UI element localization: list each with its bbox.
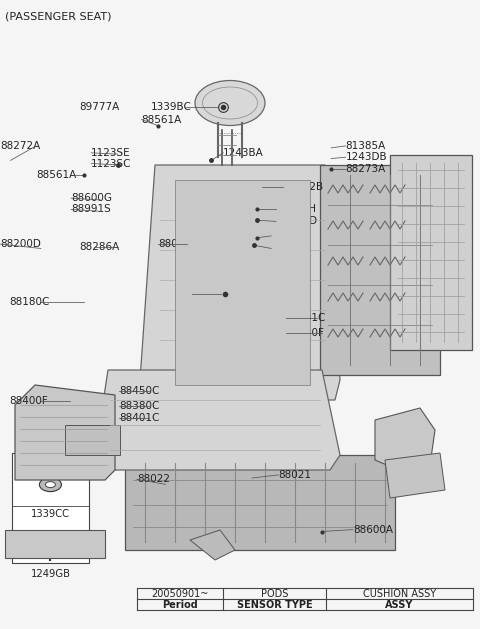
Text: 88600A: 88600A: [353, 525, 393, 535]
Bar: [5, 530, 105, 558]
Bar: [65, 425, 120, 455]
Text: 1339BC: 1339BC: [151, 102, 192, 112]
Text: 89777A: 89777A: [79, 102, 120, 112]
Text: 88272A: 88272A: [0, 141, 40, 151]
Text: 88600G: 88600G: [71, 193, 112, 203]
Text: 88200D: 88200D: [0, 239, 41, 249]
Polygon shape: [95, 370, 340, 470]
Text: 1125KH: 1125KH: [276, 204, 317, 214]
Text: 1123SE: 1123SE: [91, 148, 131, 158]
Polygon shape: [190, 530, 235, 560]
Text: 88401C: 88401C: [119, 413, 159, 423]
Text: 1243BA: 1243BA: [223, 148, 264, 158]
Ellipse shape: [39, 477, 61, 492]
Text: 88273A: 88273A: [346, 164, 386, 174]
Text: ASSY: ASSY: [385, 599, 414, 610]
Text: 1461CE: 1461CE: [192, 289, 232, 299]
Polygon shape: [375, 408, 435, 475]
Text: 88052B: 88052B: [283, 182, 324, 192]
Ellipse shape: [46, 482, 55, 487]
Text: 81385A: 81385A: [346, 141, 386, 151]
Text: 88400F: 88400F: [10, 396, 48, 406]
Text: 1123SC: 1123SC: [91, 159, 132, 169]
Text: 88561A: 88561A: [142, 114, 182, 125]
Text: 88561A: 88561A: [36, 170, 76, 180]
Text: 88022: 88022: [137, 474, 170, 484]
Text: SENSOR TYPE: SENSOR TYPE: [237, 599, 312, 610]
Text: 1339CC: 1339CC: [31, 509, 70, 519]
Ellipse shape: [195, 81, 265, 126]
Text: 1125KH: 1125KH: [271, 231, 312, 241]
Text: CUSHION ASSY: CUSHION ASSY: [363, 589, 436, 599]
Text: 88991S: 88991S: [71, 204, 111, 214]
Text: 88567D: 88567D: [276, 216, 317, 226]
Bar: [390, 155, 472, 350]
Polygon shape: [385, 453, 445, 498]
Text: 1243DB: 1243DB: [346, 152, 387, 162]
Text: 88566: 88566: [271, 243, 304, 253]
Text: 88180C: 88180C: [10, 297, 50, 307]
Text: PODS: PODS: [261, 589, 288, 599]
Polygon shape: [15, 385, 115, 480]
Text: 88401C: 88401C: [286, 313, 326, 323]
Text: 88920F: 88920F: [286, 328, 324, 338]
Text: 88062B: 88062B: [158, 239, 199, 249]
Bar: [12, 453, 89, 563]
Text: 88286A: 88286A: [79, 242, 120, 252]
Text: 20050901~: 20050901~: [151, 589, 209, 599]
Polygon shape: [140, 165, 340, 400]
Bar: [125, 455, 395, 550]
Text: (PASSENGER SEAT): (PASSENGER SEAT): [5, 11, 111, 21]
Text: 88380C: 88380C: [119, 401, 159, 411]
Bar: [175, 180, 310, 385]
Bar: [320, 165, 440, 375]
Text: 88450C: 88450C: [119, 386, 159, 396]
Text: Period: Period: [162, 599, 198, 610]
Text: 88021: 88021: [278, 470, 312, 480]
Ellipse shape: [47, 541, 54, 546]
Text: 1249GB: 1249GB: [30, 569, 71, 579]
